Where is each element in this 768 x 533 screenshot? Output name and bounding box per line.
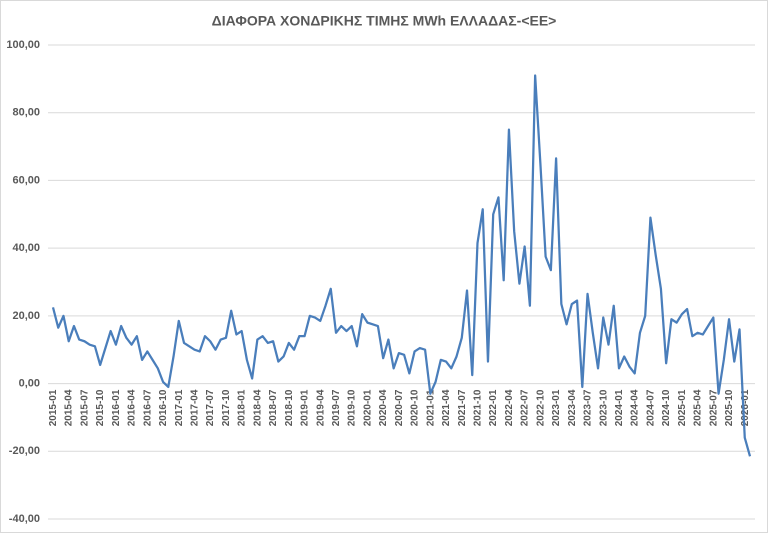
x-tick-label: 2023-04	[567, 389, 578, 426]
x-tick-label: 2024-10	[661, 389, 672, 426]
x-tick-label: 2022-07	[520, 389, 531, 426]
x-tick-label: 2015-07	[79, 389, 90, 426]
x-tick-label: 2026-01	[740, 389, 751, 426]
x-tick-label: 2021-07	[457, 389, 468, 426]
y-tick-label: 80,00	[12, 107, 40, 119]
y-tick-label: -40,00	[9, 513, 40, 525]
x-tick-label: 2016-07	[142, 389, 153, 426]
y-tick-label: 100,00	[6, 39, 40, 51]
x-tick-label: 2019-01	[300, 389, 311, 426]
chart-title: ΔΙΑΦΟΡΑ ΧΟΝΔΡΙΚΗΣ ΤΙΜΗΣ MWh ΕΛΛΑΔΑΣ-<ΕΕ>	[212, 13, 557, 29]
x-tick-label: 2021-01	[425, 389, 436, 426]
x-tick-label: 2015-10	[95, 389, 106, 426]
x-tick-label: 2023-07	[583, 389, 594, 426]
y-tick-label: 0,00	[19, 377, 40, 389]
x-tick-label: 2016-10	[158, 389, 169, 426]
x-tick-label: 2024-04	[630, 389, 641, 426]
x-tick-label: 2016-01	[111, 389, 122, 426]
x-tick-label: 2018-10	[284, 389, 295, 426]
y-tick-label: 60,00	[12, 174, 40, 186]
x-tick-label: 2020-01	[362, 389, 373, 426]
data-line	[51, 74, 752, 457]
x-tick-label: 2022-01	[488, 389, 499, 426]
x-tick-label: 2025-10	[724, 389, 735, 426]
x-tick-label: 2022-10	[535, 389, 546, 426]
x-tick-label: 2017-07	[205, 389, 216, 426]
x-tick-label: 2021-04	[441, 389, 452, 426]
x-tick-label: 2022-04	[504, 389, 515, 426]
x-tick-label: 2017-01	[174, 389, 185, 426]
x-tick-label: 2021-10	[472, 389, 483, 426]
y-tick-label: 20,00	[12, 310, 40, 322]
x-tick-label: 2020-07	[394, 389, 405, 426]
x-tick-label: 2025-01	[677, 389, 688, 426]
x-tick-label: 2024-07	[645, 389, 656, 426]
x-tick-label: 2020-10	[410, 389, 421, 426]
x-tick-label: 2015-04	[64, 389, 75, 426]
x-tick-label: 2018-04	[252, 389, 263, 426]
x-tick-label: 2019-04	[315, 389, 326, 426]
x-tick-label: 2019-10	[347, 389, 358, 426]
x-tick-label: 2025-04	[693, 389, 704, 426]
y-tick-label: -20,00	[9, 445, 40, 457]
x-tick-label: 2023-10	[598, 389, 609, 426]
x-tick-label: 2017-10	[221, 389, 232, 426]
x-tick-label: 2018-01	[237, 389, 248, 426]
y-tick-label: 40,00	[12, 242, 40, 254]
x-tick-label: 2018-07	[268, 389, 279, 426]
x-tick-label: 2016-04	[127, 389, 138, 426]
x-tick-label: 2025-07	[708, 389, 719, 426]
x-tick-label: 2017-04	[189, 389, 200, 426]
x-tick-label: 2020-04	[378, 389, 389, 426]
x-tick-label: 2024-01	[614, 389, 625, 426]
x-tick-label: 2015-01	[48, 389, 59, 426]
x-tick-label: 2023-01	[551, 389, 562, 426]
x-tick-label: 2019-07	[331, 389, 342, 426]
